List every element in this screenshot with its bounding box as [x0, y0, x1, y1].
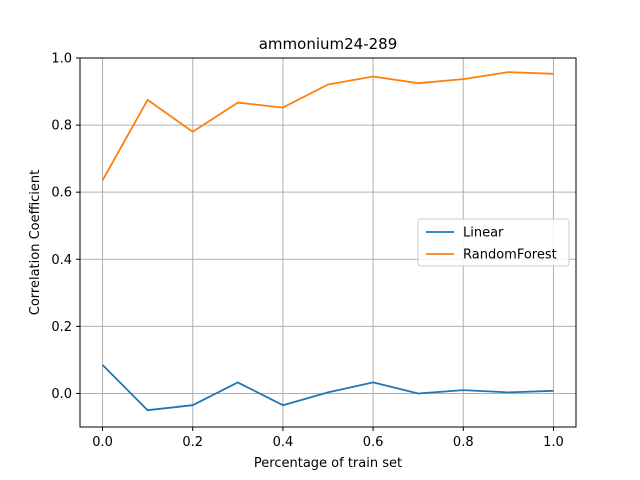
- x-tick-label: 0.4: [273, 435, 294, 450]
- chart-title: ammonium24-289: [259, 35, 398, 53]
- series-line-linear: [101, 364, 554, 412]
- legend-label: Linear: [463, 226, 504, 241]
- legend-box: [417, 218, 570, 267]
- x-tick-label: 0.0: [92, 435, 113, 450]
- y-tick-label: 0.6: [51, 186, 72, 201]
- x-tick-label: 1.0: [543, 435, 564, 450]
- y-tick-label: 0.2: [51, 320, 72, 335]
- series-line-randomforest: [101, 71, 554, 181]
- axis-ticks: 0.0 0.2 0.4 0.6 0.8 1.0 0.0 0.2 0.4 0.6 0.8 1.0: [51, 52, 563, 451]
- y-tick-label: 1.0: [51, 52, 72, 67]
- x-tick-label: 0.8: [453, 435, 474, 450]
- y-axis-label: Correlation Coefficient: [28, 170, 43, 316]
- x-tick-label: 0.6: [363, 435, 384, 450]
- legend: Linear RandomForest: [417, 218, 570, 267]
- y-tick-label: 0.0: [51, 387, 72, 402]
- y-tick-label: 0.4: [51, 253, 72, 268]
- legend-label: RandomForest: [463, 248, 557, 263]
- x-tick-label: 0.2: [182, 435, 203, 450]
- series-lines: [101, 71, 554, 412]
- y-tick-label: 0.8: [51, 119, 72, 134]
- plot-frame: [79, 57, 577, 428]
- x-axis-label: Percentage of train set: [254, 456, 402, 471]
